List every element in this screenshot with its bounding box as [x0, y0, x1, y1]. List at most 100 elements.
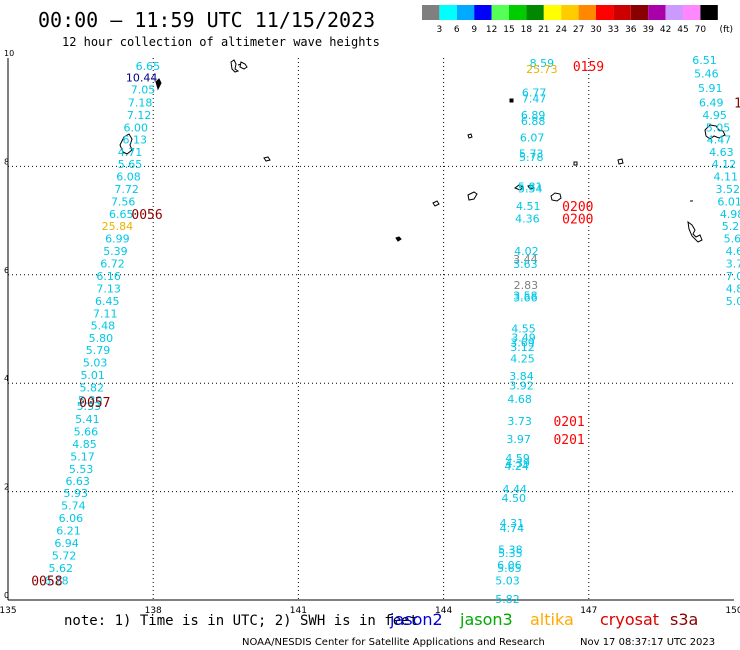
wave-height-value: 7.12: [127, 109, 152, 122]
satellite-altika: altika: [530, 610, 574, 629]
wave-height-value: 6.07: [520, 132, 545, 145]
wave-height-value: 25.73: [526, 63, 558, 76]
wave-height-value: 3.49: [511, 332, 536, 345]
wave-height-value: 4.02: [514, 245, 539, 258]
wave-height-value: 6.94: [54, 537, 79, 550]
wave-height-value: 3.69: [510, 337, 535, 350]
wave-height-value: 3.58: [513, 289, 538, 302]
lat-tick-label: 4: [4, 374, 9, 383]
axis-labels: 135 138 141 144 147 150 0 2 4 6 8 10: [0, 49, 740, 616]
legend-swatch: [683, 5, 701, 20]
wave-height-value: 6.06: [497, 559, 522, 572]
pass-time-label: 1: [734, 96, 740, 111]
wave-height-value: 5.17: [70, 450, 95, 463]
wave-height-value: 3.52: [715, 183, 740, 196]
lon-tick-label: 141: [290, 606, 307, 616]
satellite-cryosat: cryosat: [600, 610, 659, 629]
wave-height-value: 5.26: [722, 220, 740, 233]
wave-height-value: 4.71: [118, 146, 143, 159]
wave-height-value: 4.74: [500, 522, 525, 535]
wave-height-value: 5.74: [61, 500, 86, 513]
altimeter-tracks: 6.6510.447.057.187.126.006.134.715.656.0…: [44, 54, 740, 606]
map-subtitle: 12 hour collection of altimeter wave hei…: [62, 35, 380, 49]
island-namonuito: [617, 158, 624, 165]
wave-height-value: 7.00: [726, 270, 740, 283]
legend-swatch: [422, 5, 440, 20]
wave-height-value: 3.73: [507, 415, 532, 428]
wave-height-value: 6.65: [109, 208, 134, 221]
island-lamotrek: [432, 191, 478, 207]
legend-swatch: [648, 5, 666, 20]
wave-height-value: 6.51: [692, 54, 717, 67]
wave-height-value: 6.63: [65, 475, 90, 488]
island-ngulu: [230, 59, 248, 73]
legend-swatch: [596, 5, 614, 20]
lat-lon-grid: [8, 58, 734, 600]
wave-height-value: 10.44: [126, 72, 158, 85]
wave-height-value: 6.65: [136, 60, 161, 73]
legend-label: 39: [642, 25, 654, 35]
wave-height-value: 5.81: [518, 180, 543, 193]
legend-label: 6: [454, 25, 460, 35]
wave-height-value: 5.38: [498, 544, 523, 557]
lon-tick-label: 135: [0, 606, 17, 616]
wave-height-value: 5.91: [698, 82, 723, 95]
wave-height-value: 4.12: [712, 158, 737, 171]
wave-height-value: 5.66: [74, 425, 99, 438]
satellite-key: jason2 jason3 altika cryosat s3a: [389, 610, 698, 629]
wave-height-value: 6.28: [44, 574, 69, 587]
wave-height-value: 3.97: [506, 433, 531, 446]
wave-height-value: 5.54: [518, 183, 543, 196]
wave-height-value: 4.55: [511, 322, 536, 335]
legend-swatch: [578, 5, 596, 20]
wave-height-value: 7.72: [114, 183, 139, 196]
wave-height-value: 4.50: [502, 492, 527, 505]
wave-height-value: 6.01: [717, 196, 740, 209]
legend-swatch: [665, 5, 683, 20]
island-pulap: [573, 161, 578, 166]
legend-label: 33: [608, 25, 619, 35]
legend-label: 36: [625, 25, 637, 35]
wave-height-value: 5.03: [495, 574, 520, 587]
footer-note: note: 1) Time is in UTC; 2) SWH is in fe…: [64, 613, 418, 629]
wave-height-value: 5.05: [706, 121, 731, 134]
wave-height-value: 4.39: [505, 457, 530, 470]
legend-swatch: [474, 5, 492, 20]
wave-height-value: 5.46: [694, 68, 719, 81]
wave-height-value: 4.65: [726, 245, 740, 258]
legend-label: 27: [573, 25, 584, 35]
wave-height-value: 5.30: [78, 394, 103, 407]
wave-height-value: 3.84: [509, 370, 534, 383]
wave-height-value: 4.11: [714, 171, 739, 184]
wave-height-value: 25.84: [102, 220, 134, 233]
lat-tick-label: 10: [4, 49, 14, 58]
wave-height-value: 6.49: [699, 96, 724, 109]
island-chuuk-north: [704, 124, 726, 140]
wave-height-value: 5.80: [89, 332, 114, 345]
wave-height-value: 6.99: [105, 232, 130, 245]
lon-tick-label: 150: [725, 606, 740, 616]
legend-swatch: [439, 5, 457, 20]
wave-height-value: 5.61: [724, 232, 740, 245]
pass-time-label: 0159: [573, 60, 604, 75]
lon-tick-label: 147: [580, 606, 597, 616]
wave-height-value: 4.95: [702, 109, 727, 122]
wave-height-value: 6.21: [56, 525, 81, 538]
wave-height-value: 6.16: [96, 270, 121, 283]
wave-height-value: 5.82: [495, 593, 520, 606]
satellite-jason3: jason3: [459, 610, 513, 629]
lat-tick-label: 8: [4, 157, 9, 166]
wave-height-value: 5.35: [498, 547, 523, 560]
wave-height-value: 7.11: [93, 307, 118, 320]
wave-height-value: 5.72: [52, 550, 77, 563]
satellite-s3a: s3a: [670, 610, 698, 629]
legend-unit: (ft): [719, 25, 733, 35]
wave-height-value: 6.88: [521, 115, 546, 128]
wave-height-value: 4.51: [516, 200, 541, 213]
footer-credit: NOAA/NESDIS Center for Satellite Applica…: [242, 637, 545, 648]
pass-time-label: 0200: [562, 200, 593, 215]
wave-height-value: 5.48: [91, 320, 116, 333]
wave-height-value: 7.13: [96, 282, 121, 295]
island-woleai: [513, 184, 535, 191]
